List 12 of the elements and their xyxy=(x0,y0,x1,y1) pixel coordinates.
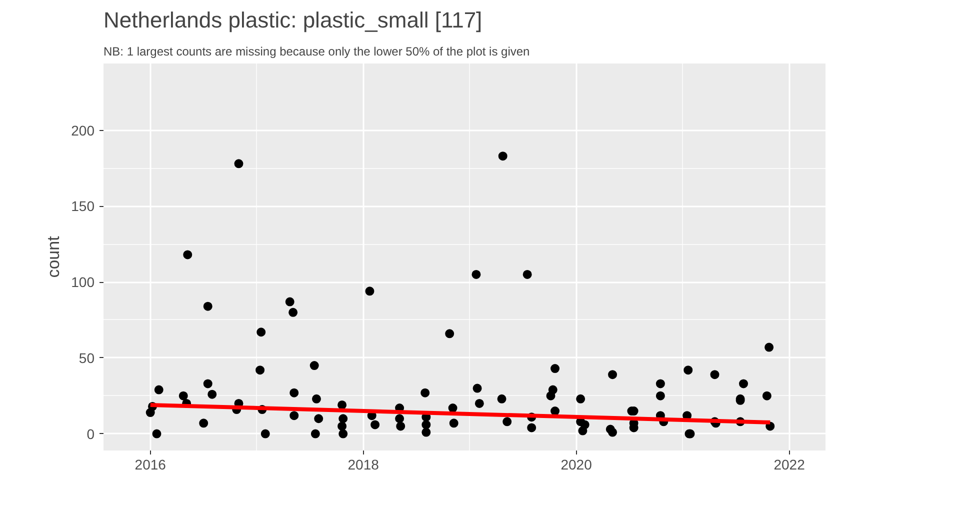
y-tick-label: 50 xyxy=(78,350,95,366)
y-tick-label: 150 xyxy=(71,198,95,214)
y-tick-label: 100 xyxy=(71,274,95,290)
x-tick-label: 2020 xyxy=(560,456,592,472)
x-tick-label: 2016 xyxy=(134,456,166,472)
chart-title: Netherlands plastic: plastic_small [117] xyxy=(104,8,482,32)
x-tick-label: 2022 xyxy=(774,456,806,472)
y-tick-label: 200 xyxy=(71,122,95,138)
y-tick-label: 0 xyxy=(86,426,95,442)
chart-subtitle: NB: 1 largest counts are missing because only the lower 50% of the plot is given xyxy=(104,44,530,58)
y-axis-title: count xyxy=(44,236,64,278)
x-tick-label: 2018 xyxy=(348,456,380,472)
